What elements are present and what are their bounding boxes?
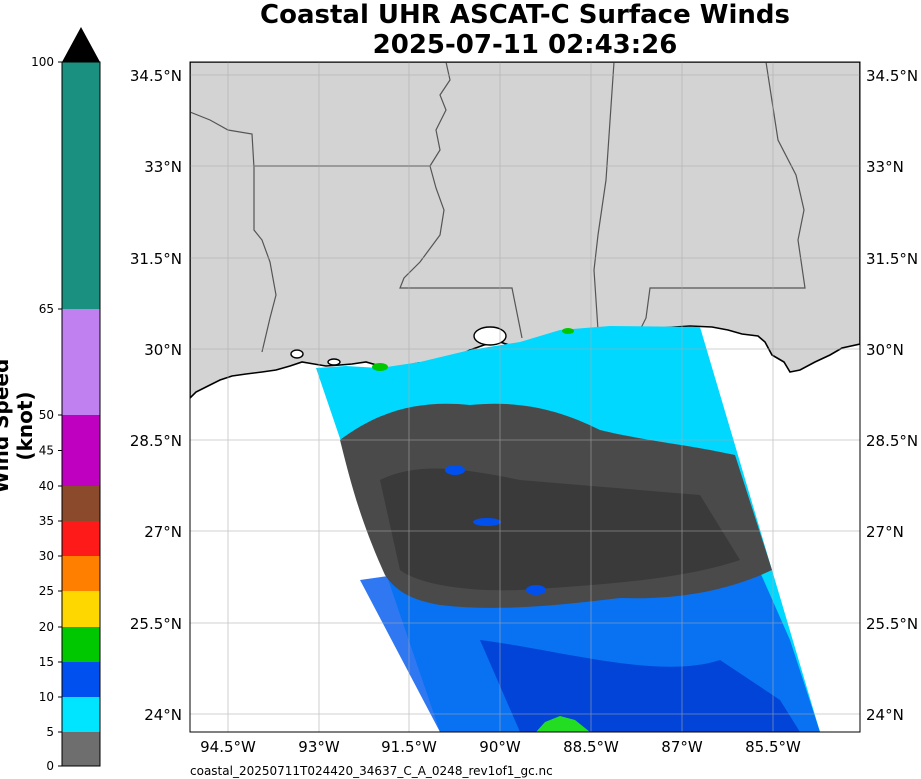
state-borders — [190, 62, 806, 353]
title-line-1: Coastal UHR ASCAT-C Surface Winds — [260, 0, 790, 30]
colorbar-extend-arrow — [62, 27, 100, 62]
lon-tick-label: 93°W — [298, 738, 340, 756]
lat-tick-label-right: 34.5°N — [866, 67, 918, 85]
wind-swath — [316, 326, 820, 732]
source-filename: coastal_20250711T024420_34637_C_A_0248_r… — [190, 764, 553, 778]
colorbar-tick-label: 35 — [39, 514, 54, 528]
lat-tick-label-left: 31.5°N — [130, 250, 182, 268]
lon-tick-label: 88.5°W — [563, 738, 619, 756]
colorbar-band — [62, 697, 100, 732]
colorbar-tick-label: 45 — [39, 444, 54, 458]
lon-tick-label: 90°W — [479, 738, 521, 756]
lat-tick-label-right: 31.5°N — [866, 250, 918, 268]
lat-tick-label-right: 28.5°N — [866, 432, 918, 450]
lat-tick-label-right: 25.5°N — [866, 615, 918, 633]
lat-tick-label-left: 30°N — [144, 341, 182, 359]
colorbar-tick-label: 100 — [31, 55, 54, 69]
lat-tick-label-left: 33°N — [144, 158, 182, 176]
colorbar-band — [62, 591, 100, 627]
lat-tick-label-left: 34.5°N — [130, 67, 182, 85]
colorbar-tick-label: 30 — [39, 549, 54, 563]
colorbar-band — [62, 486, 100, 521]
lat-tick-label-left: 25.5°N — [130, 615, 182, 633]
lat-tick-label-left: 27°N — [144, 523, 182, 541]
colorbar-band — [62, 732, 100, 766]
lon-tick-label: 85.5°W — [745, 738, 801, 756]
colorbar-band — [62, 62, 100, 309]
colorbar-tick-label: 20 — [39, 620, 54, 634]
colorbar-band — [62, 521, 100, 556]
colorbar-band — [62, 627, 100, 662]
colorbar-tick-label: 0 — [46, 759, 54, 773]
lakes — [290, 326, 507, 366]
colorbar-tick-label: 65 — [39, 302, 54, 316]
map-frame — [189, 61, 861, 733]
lat-tick-label-left: 28.5°N — [130, 432, 182, 450]
colorbar-band — [62, 415, 100, 486]
lat-tick-label-left: 24°N — [144, 706, 182, 724]
colorbar-band — [62, 662, 100, 697]
colorbar-tick-label: 10 — [39, 690, 54, 704]
lat-tick-label-right: 27°N — [866, 523, 904, 541]
lat-tick-label-right: 30°N — [866, 341, 904, 359]
lat-tick-label-right: 33°N — [866, 158, 904, 176]
graticule — [190, 62, 860, 732]
lon-tick-label: 94.5°W — [200, 738, 256, 756]
title-line-2: 2025-07-11 02:43:26 — [372, 30, 678, 60]
colorbar-tick-label: 15 — [39, 655, 54, 669]
colorbar-band — [62, 556, 100, 591]
colorbar-tick-label: 5 — [46, 725, 54, 739]
colorbar-tick-label: 25 — [39, 584, 54, 598]
colorbar-tick-label: 50 — [39, 408, 54, 422]
map-panel — [190, 62, 860, 732]
colorbar-band — [62, 309, 100, 415]
lon-tick-label: 91.5°W — [381, 738, 437, 756]
colorbar-tick-label: 40 — [39, 479, 54, 493]
lon-tick-label: 87°W — [661, 738, 703, 756]
colorbar: 0 5 10 15 20 25 30 35 40 45 50 65 100 — [31, 55, 101, 773]
latitude-labels: 34.5°N 34.5°N 33°N 33°N 31.5°N 31.5°N 30°N 30°N… — [130, 67, 918, 724]
lat-tick-label-right: 24°N — [866, 706, 904, 724]
longitude-labels: 94.5°W 93°W 91.5°W 90°W 88.5°W 87°W 85.5°W — [200, 738, 801, 756]
